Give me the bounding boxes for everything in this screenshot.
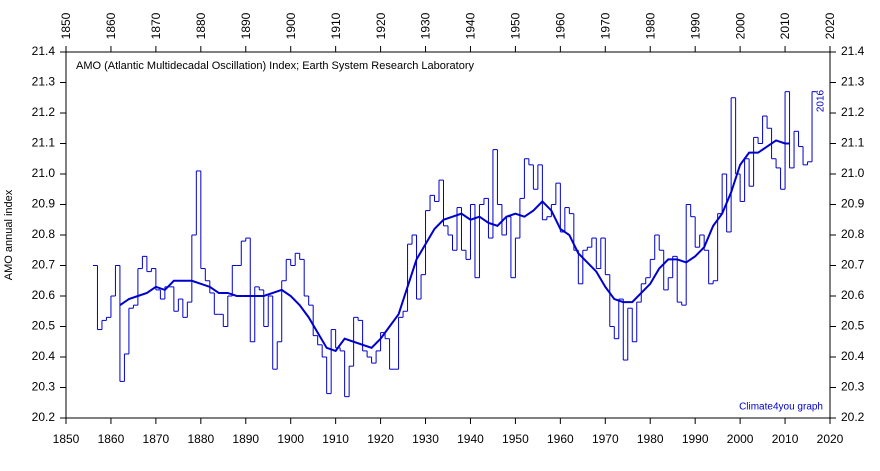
x-tick-label: 1990 xyxy=(682,432,709,446)
x-tick-label: 1850 xyxy=(53,432,80,446)
x-tick-label: 2000 xyxy=(733,12,747,39)
y-tick-label: 20.6 xyxy=(32,288,56,302)
x-tick-label: 1900 xyxy=(284,12,298,39)
x-tick-label: 1930 xyxy=(412,432,439,446)
y-tick-label: 20.8 xyxy=(841,227,865,241)
y-tick-label: 20.2 xyxy=(32,410,56,424)
x-tick-label: 1950 xyxy=(509,12,523,39)
credit: Climate4you graph xyxy=(739,402,823,413)
x-tick-label: 1850 xyxy=(59,12,73,39)
y-tick-label: 20.3 xyxy=(841,380,865,394)
y-tick-label: 20.3 xyxy=(32,380,56,394)
x-tick-label: 1980 xyxy=(637,432,664,446)
y-tick-label: 20.5 xyxy=(32,319,56,333)
x-tick-label: 1960 xyxy=(547,432,574,446)
chart-title: AMO (Atlantic Multidecadal Oscillation) … xyxy=(76,60,474,72)
x-tick-label: 2010 xyxy=(772,432,799,446)
y-axis-label: AMO annual index xyxy=(3,189,15,280)
y-tick-label: 21.2 xyxy=(32,105,56,119)
y-tick-label: 20.4 xyxy=(841,349,865,363)
x-tick-label: 2020 xyxy=(823,12,837,39)
y-tick-label: 21.1 xyxy=(32,136,56,150)
y-tick-label: 20.7 xyxy=(841,258,865,272)
x-tick-label: 1940 xyxy=(464,12,478,39)
x-tick-label: 1920 xyxy=(374,12,388,39)
x-tick-label: 1990 xyxy=(688,12,702,39)
x-tick-label: 1930 xyxy=(419,12,433,39)
y-tick-label: 20.7 xyxy=(32,258,56,272)
y-tick-label: 20.8 xyxy=(32,227,56,241)
x-tick-label: 1860 xyxy=(98,432,125,446)
x-tick-label: 1870 xyxy=(143,432,170,446)
y-tick-label: 21.4 xyxy=(841,44,865,58)
y-tick-label: 20.9 xyxy=(841,197,865,211)
y-tick-label: 20.2 xyxy=(841,410,865,424)
x-tick-label: 1980 xyxy=(643,12,657,39)
y-tick-label: 21.2 xyxy=(841,105,865,119)
running-mean xyxy=(119,139,790,353)
x-tick-label: 2010 xyxy=(778,12,792,39)
y-tick-label: 20.9 xyxy=(32,197,56,211)
y-tick-label: 20.6 xyxy=(841,288,865,302)
x-tick-label: 2020 xyxy=(817,432,844,446)
x-tick-label: 1910 xyxy=(329,12,343,39)
y-tick-label: 21.1 xyxy=(841,136,865,150)
x-tick-label: 1970 xyxy=(598,12,612,39)
x-tick-label: 1940 xyxy=(457,432,484,446)
y-tick-label: 21.0 xyxy=(32,166,56,180)
y-tick-label: 21.3 xyxy=(841,75,865,89)
y-tick-label: 20.4 xyxy=(32,349,56,363)
year-annotation: 2016 xyxy=(816,89,827,112)
y-tick-label: 21.4 xyxy=(32,44,56,58)
x-tick-label: 1890 xyxy=(239,12,253,39)
x-tick-label: 1920 xyxy=(367,432,394,446)
x-tick-label: 1970 xyxy=(592,432,619,446)
x-tick-label: 1950 xyxy=(502,432,529,446)
x-tick-label: 1880 xyxy=(194,12,208,39)
y-tick-label: 21.0 xyxy=(841,166,865,180)
y-tick-label: 21.3 xyxy=(32,75,56,89)
x-tick-label: 1880 xyxy=(187,432,214,446)
x-tick-label: 1870 xyxy=(149,12,163,39)
y-tick-label: 20.5 xyxy=(841,319,865,333)
x-tick-label: 1900 xyxy=(277,432,304,446)
x-tick-label: 2000 xyxy=(727,432,754,446)
x-tick-label: 1890 xyxy=(232,432,259,446)
x-tick-label: 1910 xyxy=(322,432,349,446)
x-tick-label: 1960 xyxy=(554,12,568,39)
x-tick-label: 1860 xyxy=(104,12,118,39)
